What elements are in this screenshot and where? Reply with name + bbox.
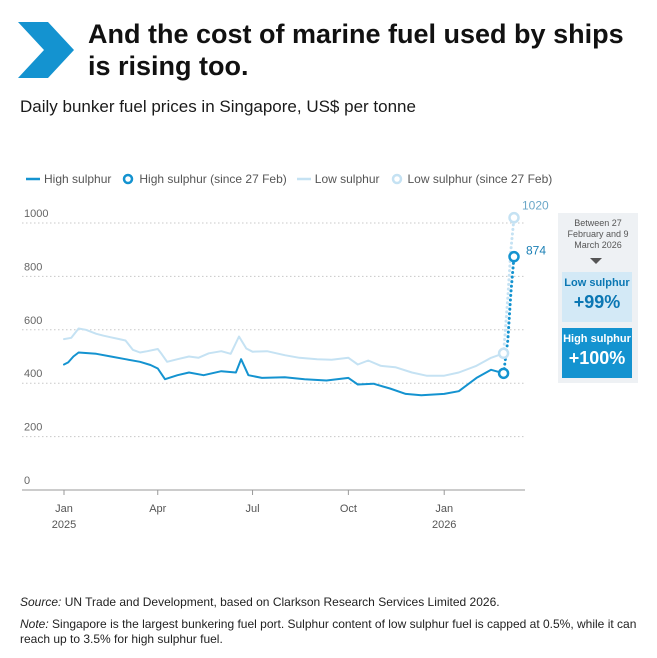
- end-point-marker: [508, 250, 520, 263]
- legend-item-high: High sulphur: [26, 172, 111, 186]
- x-tick-label: Jan: [55, 503, 73, 515]
- legend-item-low: Low sulphur: [296, 172, 380, 186]
- x-tick-label: Oct: [340, 503, 357, 515]
- y-tick-label: 600: [24, 315, 42, 327]
- legend-line-icon: [26, 177, 40, 181]
- chevron-right-icon: [18, 22, 74, 78]
- x-tick-label: Jan: [435, 503, 453, 515]
- start-point-marker: [497, 367, 510, 380]
- high-sulphur-change-label: High sulphur: [563, 333, 631, 345]
- legend-line-icon: [296, 177, 311, 181]
- end-value-label: 874: [526, 244, 546, 258]
- source-note: Source: UN Trade and Development, based …: [20, 595, 500, 609]
- low-sulphur-change-badge: Low sulphur +99%: [562, 272, 632, 322]
- chart-subtitle: Daily bunker fuel prices in Singapore, U…: [20, 97, 416, 116]
- price-chart: 0 200 400 600 800 1000 Jan 2025 Apr Jul Oct Jan 2026…: [22, 199, 549, 531]
- x-tick-label: Jul: [246, 503, 260, 515]
- page-title: And the cost of marine fuel used by ship…: [88, 19, 624, 81]
- source-prefix: Source:: [20, 595, 62, 609]
- series-line-high-sulphur: [63, 351, 505, 397]
- note-prefix: Note:: [20, 617, 49, 631]
- high-sulphur-change-value: +100%: [568, 348, 626, 368]
- y-tick-label: 0: [24, 475, 30, 487]
- legend-circle-icon: [123, 173, 134, 185]
- change-panel-caption: Between 27 February and 9 March 2026: [567, 218, 629, 250]
- x-tick-label: Apr: [149, 503, 166, 515]
- legend-item-high-since: High sulphur (since 27 Feb): [121, 172, 287, 186]
- y-tick-label: 1000: [24, 208, 48, 220]
- y-tick-label: 200: [24, 422, 42, 434]
- legend-circle-icon: [391, 173, 402, 185]
- series-line-low-sulphur-since-27-feb: [502, 216, 516, 355]
- y-tick-label: 400: [24, 368, 42, 380]
- legend-label: Low sulphur: [314, 172, 380, 186]
- footnote: Note: Singapore is the largest bunkering…: [20, 617, 645, 647]
- low-sulphur-change-value: +99%: [573, 292, 621, 312]
- legend-item-low-since: Low sulphur (since 27 Feb): [390, 172, 553, 186]
- source-text: UN Trade and Development, based on Clark…: [61, 595, 500, 609]
- x-tick-sublabel: 2026: [432, 519, 456, 531]
- y-tick-label: 800: [24, 261, 42, 273]
- end-point-marker: [508, 211, 520, 224]
- note-text: Singapore is the largest bunkering fuel …: [20, 617, 637, 646]
- end-value-label: 1020: [522, 199, 549, 213]
- legend-label: High sulphur (since 27 Feb): [139, 172, 287, 186]
- start-point-marker: [497, 347, 510, 360]
- series-line-low-sulphur: [63, 327, 505, 377]
- low-sulphur-change-label: Low sulphur: [564, 277, 630, 289]
- x-tick-sublabel: 2025: [52, 519, 76, 531]
- high-sulphur-change-badge: High sulphur +100%: [562, 328, 632, 378]
- triangle-down-icon: [590, 258, 602, 264]
- legend-label: Low sulphur (since 27 Feb): [407, 172, 553, 186]
- chart-legend: High sulphur High sulphur (since 27 Feb)…: [26, 172, 562, 186]
- legend-label: High sulphur: [44, 172, 112, 186]
